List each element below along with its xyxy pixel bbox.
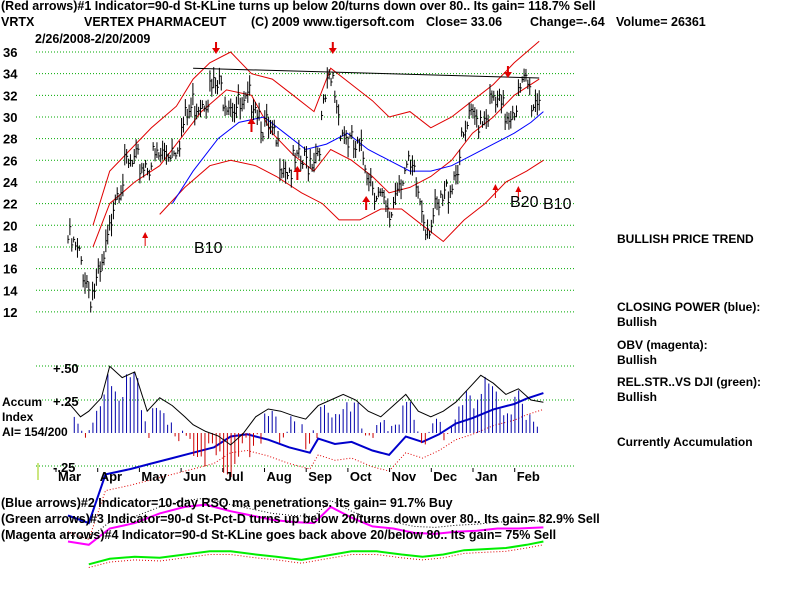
rel-strength-value: Bullish xyxy=(617,390,658,404)
x-tick-label: May xyxy=(141,469,167,484)
y-tick-label: 32 xyxy=(3,88,17,103)
closing-power-value: Bullish xyxy=(617,315,658,329)
y-tick-label: 34 xyxy=(3,67,18,82)
x-tick-label: Sep xyxy=(308,469,332,484)
indicator-blue-arrows: (Blue arrows)#2 Indicator=10-day RSQ ma … xyxy=(1,496,453,510)
rel-strength-ma xyxy=(88,544,544,568)
closing-power-title: CLOSING POWER (blue): xyxy=(617,300,761,314)
chart-marks xyxy=(142,42,522,246)
accum-ma-line xyxy=(67,365,544,446)
x-tick-label: Jun xyxy=(183,469,206,484)
lower-band-line xyxy=(159,159,544,243)
obv-ma xyxy=(67,497,544,539)
ai-score: AI= 154/200 xyxy=(2,425,68,439)
red-arrow-up-head xyxy=(247,118,256,124)
x-tick-label: Jul xyxy=(225,469,244,484)
volume: Volume= 26361 xyxy=(616,15,706,29)
resistance-line xyxy=(193,67,540,79)
b10-label-left: B10 xyxy=(194,240,223,257)
red-arrow-down-head xyxy=(503,72,512,78)
obv-value: Bullish xyxy=(617,353,658,367)
y-tick-label: 36 xyxy=(3,45,17,60)
y-tick-label: 30 xyxy=(3,110,17,125)
b20-label: B20 xyxy=(510,194,539,211)
y-tick-label: 26 xyxy=(3,153,17,168)
closing-power-ma xyxy=(67,408,544,541)
y-tick-label: 22 xyxy=(3,197,17,212)
red-arrow-up-head xyxy=(492,184,499,190)
x-tick-label: Mar xyxy=(58,469,81,484)
y-tick-label: 18 xyxy=(3,240,17,255)
x-tick-label: Oct xyxy=(350,469,372,484)
plus-50-label: +.50 xyxy=(53,361,79,376)
red-arrow-up-head xyxy=(515,186,522,192)
red-arrow-up-head xyxy=(142,232,149,238)
company-name: VERTEX PHARMACEUT xyxy=(84,15,227,29)
red-arrow-up-head xyxy=(293,166,302,172)
red-arrow-down-head xyxy=(212,48,221,54)
axis-ticks: 36 34 32 30 28 26 24 22 20 18 16 14 12 Mar Apr May Jun Ju… xyxy=(3,45,540,484)
date-range: 2/26/2008-2/20/2009 xyxy=(35,32,151,46)
y-tick-label: 12 xyxy=(3,305,17,320)
price-change: Change=-.64 xyxy=(530,15,605,29)
chart-series xyxy=(67,40,544,568)
moving-average-line xyxy=(171,111,544,204)
indicator-magenta-arrows: (Magenta arrows)#4 Indicator=90-d St-KLi… xyxy=(1,528,557,542)
trend-label: BULLISH PRICE TREND xyxy=(617,232,754,246)
indicator-red-arrows: (Red arrows)#1 Indicator=90-d St-KLine t… xyxy=(1,0,596,13)
x-tick-label: Jan xyxy=(475,469,497,484)
closing-power-line xyxy=(67,392,544,525)
y-tick-label: 14 xyxy=(3,283,18,298)
obv-title: OBV (magenta): xyxy=(617,338,708,352)
upper-band-line xyxy=(92,40,540,226)
index-label: Index xyxy=(2,410,34,424)
rel-strength-line xyxy=(88,540,544,566)
copyright: (C) 2009 www.tigersoft.com xyxy=(251,15,415,29)
x-tick-label: Nov xyxy=(392,469,417,484)
x-tick-label: Aug xyxy=(267,469,292,484)
price-gridlines xyxy=(36,51,575,467)
b10-label-right: B10 xyxy=(543,196,572,213)
rel-strength-title: REL.STR..VS DJI (green): xyxy=(617,375,762,389)
indicator-green-arrows: (Green arrows)#3 Indicator=90-d St-Pct-D… xyxy=(1,512,600,526)
y-tick-label: 16 xyxy=(3,262,17,277)
y-tick-label: 20 xyxy=(3,218,17,233)
accum-label: Accum xyxy=(2,395,43,409)
x-tick-label: Dec xyxy=(433,469,457,484)
close-price: Close= 33.06 xyxy=(426,15,503,29)
red-arrow-up-head xyxy=(362,196,371,202)
x-tick-label: Apr xyxy=(100,469,122,484)
minus-25-label: -.25 xyxy=(53,460,76,475)
red-arrow-down-head xyxy=(328,48,337,54)
accumulation-status: Currently Accumulation xyxy=(617,435,753,449)
plus-25-label: +.25 xyxy=(53,394,79,409)
obv-line xyxy=(67,503,544,546)
ticker-symbol: VRTX xyxy=(1,15,35,29)
x-tick-label: Feb xyxy=(517,469,540,484)
y-tick-label: 24 xyxy=(3,175,18,190)
y-tick-label: 28 xyxy=(3,132,17,147)
